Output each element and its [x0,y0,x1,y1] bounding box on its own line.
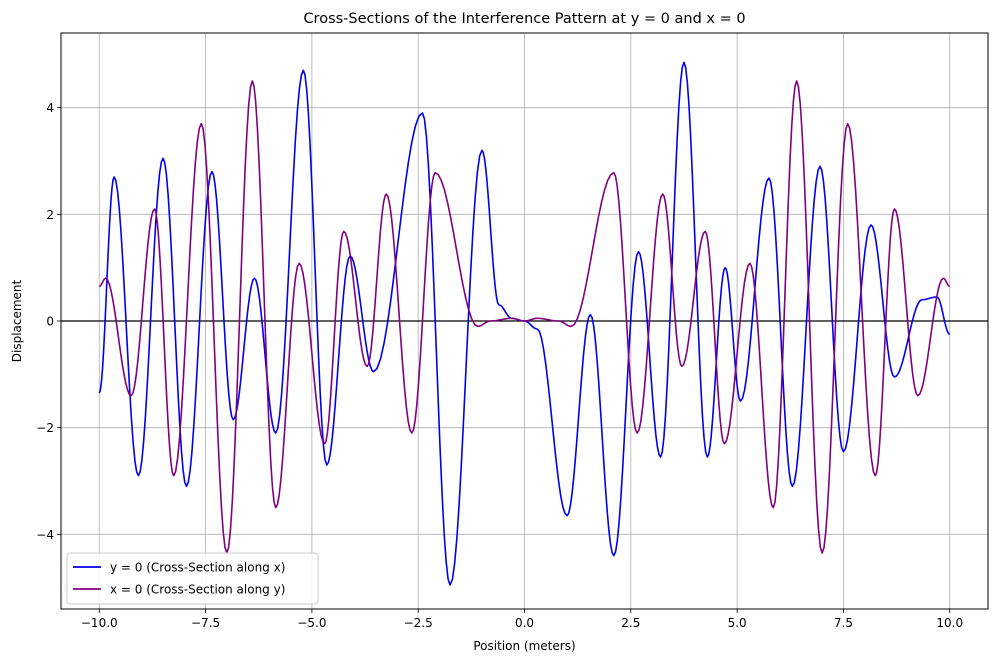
x-axis-ticks: −10.0 −7.5 −5.0 −2.5 0.0 2.5 5.0 7.5 10.0 [81,609,963,630]
series-layer [98,61,951,586]
x-axis-label: Position (meters) [473,639,575,653]
y-axis-label: Displacement [10,279,24,362]
x-tick-label: 5.0 [728,616,747,630]
x-tick-label: −5.0 [297,616,326,630]
legend-label-y0: y = 0 (Cross-Section along x) [110,561,285,575]
x-tick-label: −2.5 [404,616,433,630]
chart-title: Cross-Sections of the Interference Patte… [303,11,745,27]
x-tick-label: −7.5 [191,616,220,630]
y-tick-label: −2 [36,421,54,435]
x-tick-label: 0.0 [515,616,534,630]
series-line-x0-cross-section [98,80,951,554]
legend: y = 0 (Cross-Section along x) x = 0 (Cro… [66,552,319,605]
x-tick-label: 2.5 [621,616,640,630]
x-tick-label: 10.0 [936,616,963,630]
legend-label-x0: x = 0 (Cross-Section along y) [110,583,285,597]
y-tick-label: 4 [46,101,54,115]
y-tick-label: 0 [46,315,54,329]
y-tick-label: 2 [46,208,54,222]
y-axis-ticks: −4 −2 0 2 4 [36,101,61,542]
x-tick-label: −10.0 [81,616,118,630]
legend-box [66,552,319,605]
y-tick-label: −4 [36,528,54,542]
x-tick-label: 7.5 [834,616,853,630]
